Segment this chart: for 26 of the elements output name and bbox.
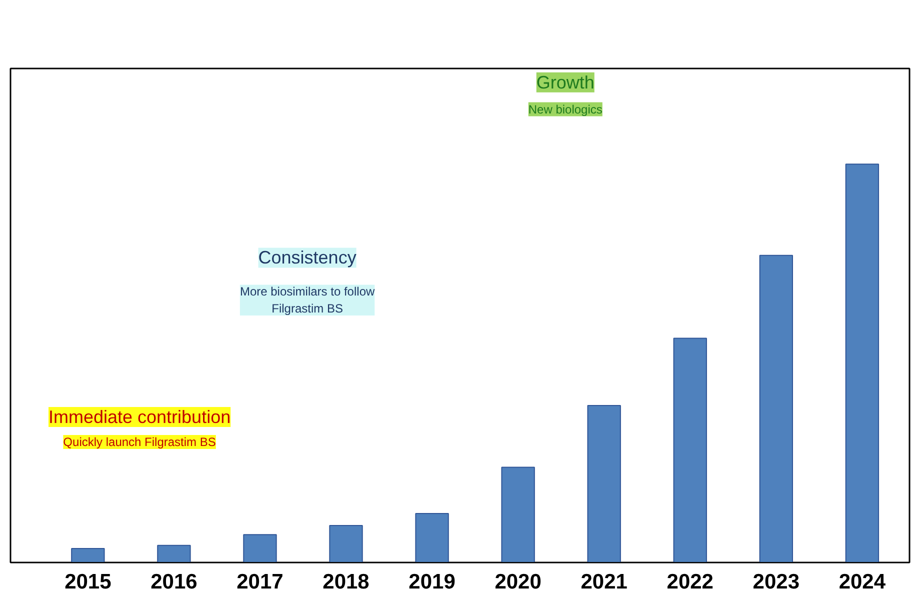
bar (759, 254, 793, 562)
x-tick-label: 2018 (322, 570, 370, 594)
bar (243, 534, 277, 562)
annotation: Consistency (258, 248, 356, 268)
x-tick-label: 2020 (494, 570, 542, 594)
text: Growth (536, 72, 594, 92)
bar (845, 164, 880, 562)
bar (587, 405, 621, 562)
x-tick-label: 2015 (64, 570, 112, 594)
bar (71, 548, 105, 562)
x-tick-label: 2023 (752, 570, 800, 594)
annotation: Quickly launch Filgrastim BS (63, 434, 216, 449)
annotation: Immediate contribution (48, 407, 231, 428)
x-tick-label: 2019 (408, 570, 456, 594)
bar (673, 338, 707, 562)
annotation: More biosimilars to follow Filgrastim BS (240, 284, 375, 316)
x-tick-label: 2016 (150, 570, 198, 594)
bar (329, 524, 363, 562)
bar (501, 466, 535, 562)
x-tick-label: 2024 (838, 570, 886, 594)
x-tick-label: 2017 (236, 570, 284, 594)
text: New biologics (528, 102, 602, 116)
bar (157, 544, 191, 562)
x-tick-label: 2022 (666, 570, 714, 594)
bar (415, 513, 449, 562)
x-tick-label: 2021 (580, 570, 628, 594)
